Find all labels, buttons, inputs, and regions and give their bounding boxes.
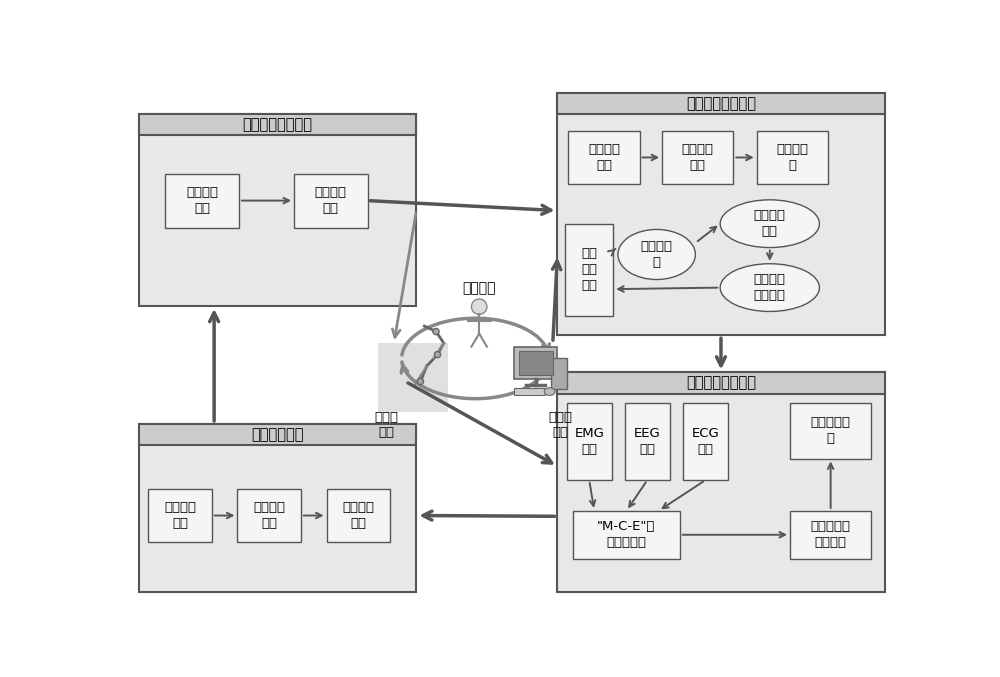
FancyBboxPatch shape (519, 351, 553, 375)
FancyBboxPatch shape (139, 424, 416, 592)
FancyBboxPatch shape (139, 114, 416, 306)
Text: 反馈执行模块: 反馈执行模块 (251, 427, 304, 442)
Text: ECG
特征: ECG 特征 (692, 427, 719, 456)
Text: 数学模型
建立: 数学模型 建立 (588, 143, 620, 172)
FancyBboxPatch shape (557, 93, 885, 335)
FancyBboxPatch shape (557, 372, 885, 592)
Text: 人体上肢: 人体上肢 (462, 281, 496, 295)
Text: EEG
特征: EEG 特征 (634, 427, 661, 456)
Ellipse shape (720, 264, 819, 311)
FancyBboxPatch shape (378, 343, 448, 412)
FancyBboxPatch shape (294, 173, 368, 227)
Circle shape (434, 351, 441, 357)
FancyBboxPatch shape (683, 403, 728, 480)
FancyBboxPatch shape (565, 223, 613, 316)
FancyBboxPatch shape (165, 173, 239, 227)
FancyBboxPatch shape (514, 388, 545, 395)
FancyBboxPatch shape (625, 403, 670, 480)
FancyBboxPatch shape (790, 403, 871, 458)
Circle shape (417, 378, 424, 385)
Text: 系统参数
设定: 系统参数 设定 (315, 186, 347, 215)
FancyBboxPatch shape (757, 131, 828, 183)
Text: 信息
采集
电路: 信息 采集 电路 (581, 247, 597, 292)
Text: 记录运动
信息: 记录运动 信息 (342, 501, 374, 530)
Text: 初始状态检验模块: 初始状态检验模块 (243, 117, 313, 132)
Ellipse shape (544, 388, 555, 395)
Text: 初始调零
操作: 初始调零 操作 (186, 186, 218, 215)
FancyBboxPatch shape (237, 489, 301, 542)
Text: 特征值提
取: 特征值提 取 (776, 143, 808, 172)
FancyBboxPatch shape (557, 93, 885, 114)
Text: 信息采集识别模块: 信息采集识别模块 (686, 96, 756, 111)
Circle shape (433, 328, 439, 334)
Text: EMG
特征: EMG 特征 (574, 427, 604, 456)
FancyBboxPatch shape (514, 347, 557, 379)
FancyBboxPatch shape (567, 403, 612, 480)
Ellipse shape (618, 230, 695, 280)
Text: 运动模式输
出: 运动模式输 出 (811, 416, 851, 445)
Text: 稳压电源
电路: 稳压电源 电路 (754, 209, 786, 238)
Circle shape (471, 299, 487, 314)
FancyBboxPatch shape (326, 489, 390, 542)
Text: 上肢外
骨骼: 上肢外 骨骼 (374, 411, 398, 439)
Text: 全连接神经
网络分类: 全连接神经 网络分类 (811, 520, 851, 549)
FancyBboxPatch shape (662, 131, 733, 183)
Text: 运动信号
滤波: 运动信号 滤波 (682, 143, 714, 172)
Ellipse shape (720, 200, 819, 248)
Text: 嵌入式控
制器单元: 嵌入式控 制器单元 (754, 273, 786, 302)
Text: "M-C-E"特
征融合模型: "M-C-E"特 征融合模型 (597, 520, 656, 549)
Text: 意图融合感知模块: 意图融合感知模块 (686, 376, 756, 391)
FancyBboxPatch shape (551, 358, 567, 389)
Text: 执行驱动
动作: 执行驱动 动作 (253, 501, 285, 530)
FancyBboxPatch shape (790, 511, 871, 559)
FancyBboxPatch shape (568, 131, 640, 183)
FancyBboxPatch shape (573, 511, 680, 559)
FancyBboxPatch shape (139, 424, 416, 445)
FancyBboxPatch shape (148, 489, 212, 542)
Text: 生物电信
号: 生物电信 号 (641, 240, 673, 269)
FancyBboxPatch shape (139, 114, 416, 135)
Text: 上位机
控制: 上位机 控制 (549, 411, 573, 439)
FancyBboxPatch shape (557, 372, 885, 394)
Text: 载入对应
模型: 载入对应 模型 (164, 501, 196, 530)
